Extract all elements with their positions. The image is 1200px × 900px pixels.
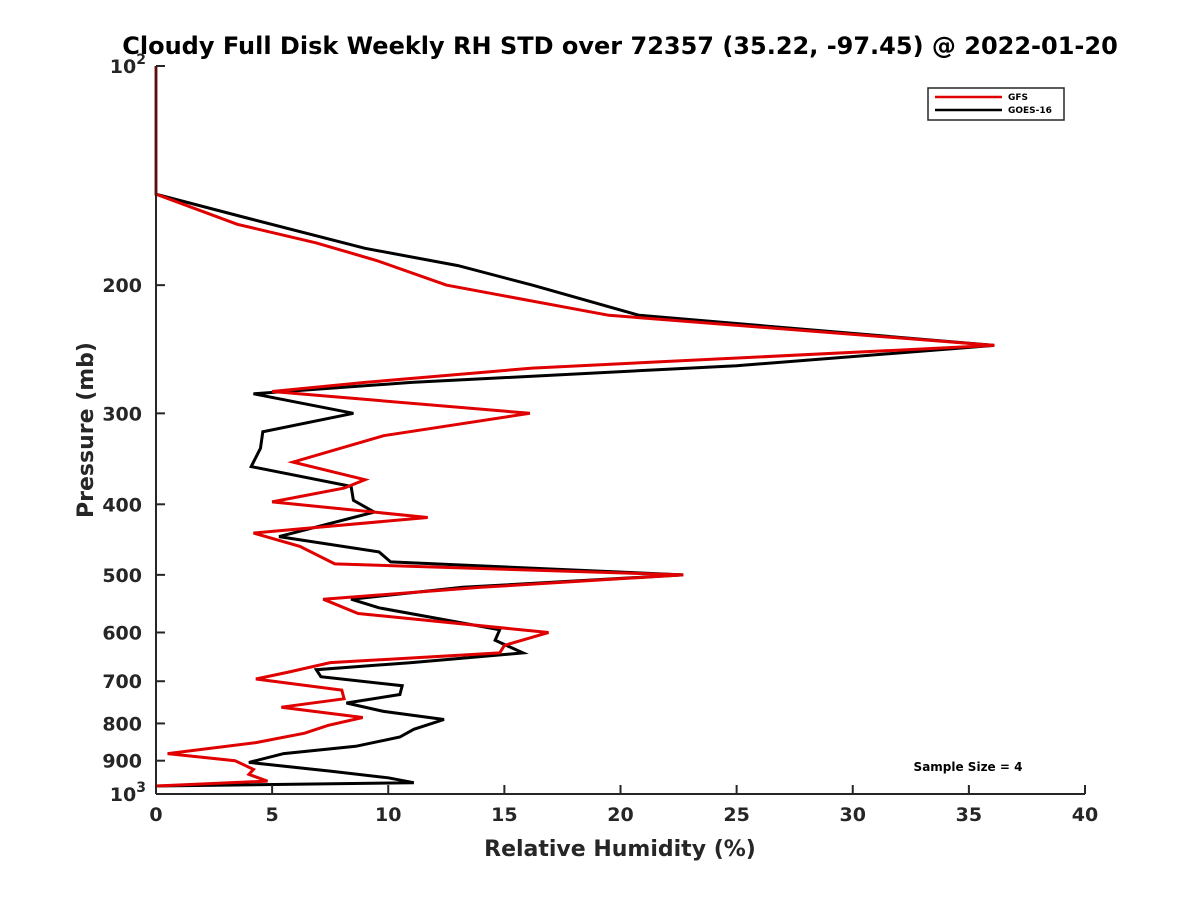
y-tick-label: 500 [102, 565, 142, 587]
x-tick-label: 5 [266, 804, 279, 826]
legend-label-gfs: GFS [1008, 93, 1028, 103]
y-tick-label: 400 [102, 494, 142, 516]
x-axis-label: Relative Humidity (%) [484, 837, 756, 862]
x-tick-label: 30 [840, 804, 866, 826]
legend: GFS GOES-16 [927, 87, 1065, 121]
plot-area [156, 66, 1085, 794]
x-tick-label: 35 [956, 804, 982, 826]
y-tick-label: 300 [102, 403, 142, 425]
x-tick-label: 10 [375, 804, 401, 826]
series-line-gfs [154, 66, 995, 788]
sample-size-annotation: Sample Size = 4 [914, 760, 1023, 774]
chart-title: Cloudy Full Disk Weekly RH STD over 7235… [122, 32, 1118, 60]
y-tick-label: 103 [110, 780, 146, 806]
y-tick-label: 800 [102, 713, 142, 735]
y-tick-label: 600 [102, 622, 142, 644]
x-tick-label: 15 [491, 804, 517, 826]
x-tick-label: 20 [607, 804, 633, 826]
y-axis-label: Pressure (mb) [74, 342, 99, 518]
x-tick-label: 25 [723, 804, 749, 826]
y-tick-label: 900 [102, 751, 142, 773]
legend-label-goes16: GOES-16 [1008, 106, 1052, 116]
legend-box [927, 87, 1065, 121]
series-layer [154, 66, 995, 788]
x-tick-label: 40 [1072, 804, 1098, 826]
y-axis-ticks: 102 200 300 400 500 600 700 800 900 103 [102, 52, 165, 806]
y-tick-label: 700 [102, 671, 142, 693]
y-tick-label: 200 [102, 275, 142, 297]
y-tick-label: 102 [110, 52, 146, 78]
x-tick-label: 0 [149, 804, 162, 826]
x-axis-ticks: 0 5 10 15 20 25 30 35 40 [149, 785, 1098, 826]
